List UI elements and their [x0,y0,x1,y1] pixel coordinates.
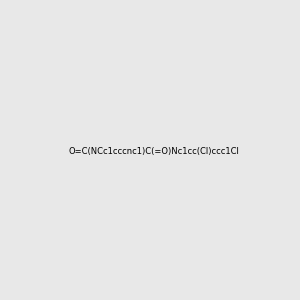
Text: O=C(NCc1cccnc1)C(=O)Nc1cc(Cl)ccc1Cl: O=C(NCc1cccnc1)C(=O)Nc1cc(Cl)ccc1Cl [68,147,239,156]
